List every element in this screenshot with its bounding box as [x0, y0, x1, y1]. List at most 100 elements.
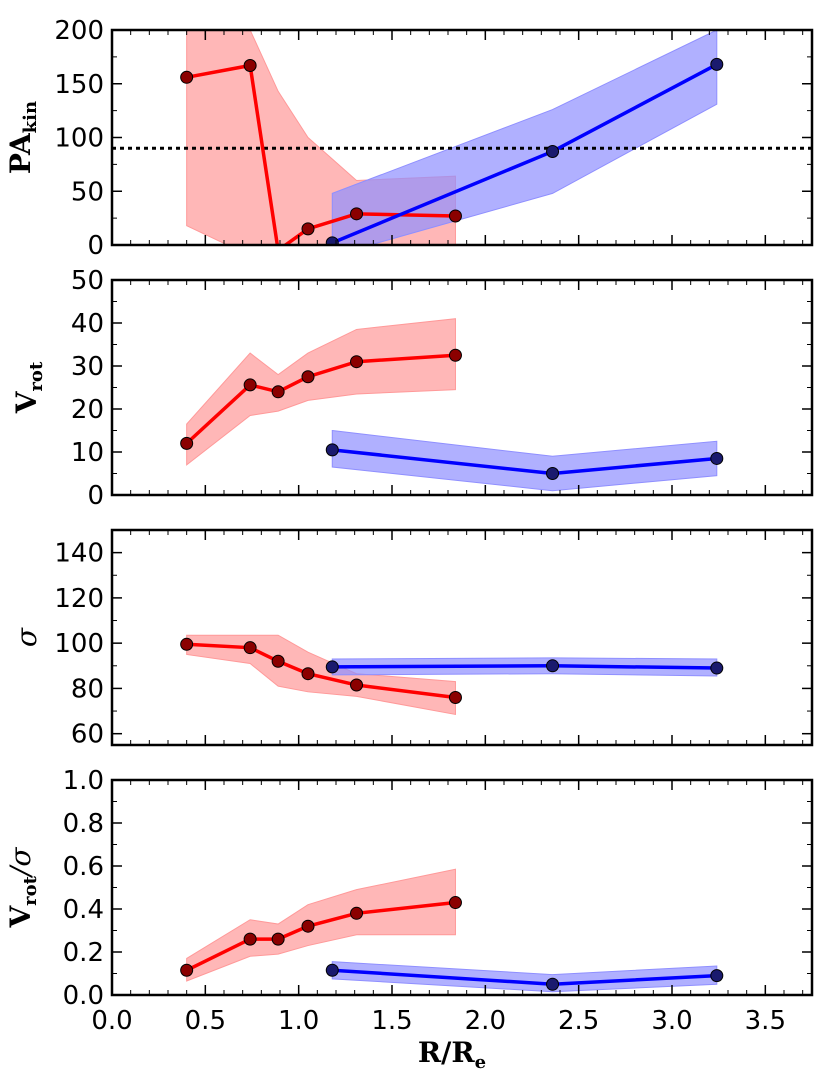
- ytick-label-vrot-2: 20: [71, 395, 104, 425]
- ylabel-tail-vsig: /σ: [4, 847, 37, 879]
- red-line-vrot: [185, 353, 456, 445]
- ylabel-sigma: σ: [10, 627, 43, 647]
- red-point-vsig-0: [180, 963, 194, 977]
- blue-point-vrot-1: [546, 467, 560, 480]
- red-point-pa-1: [243, 58, 257, 72]
- ylabel-main-vrot: V: [10, 390, 43, 414]
- panel-vrot: 0 10 20 30 40 50 Vrot: [10, 266, 814, 511]
- xtick-label-4: 2.0: [465, 1006, 506, 1036]
- ytick-label-vsig-4: 0.8: [63, 809, 104, 839]
- blue-point-pa-0: [325, 236, 339, 245]
- red-point-vrot-1: [243, 378, 257, 392]
- red-point-vsig-1: [243, 932, 257, 946]
- red-point-vrot-0: [180, 436, 194, 450]
- red-point-vrot-5: [448, 348, 462, 362]
- red-point-sigma-1: [243, 641, 257, 655]
- blue-band-pa: [331, 30, 718, 245]
- blue-point-pa-1: [546, 144, 560, 158]
- ylabel-sub-pa: kin: [20, 101, 41, 133]
- ytick-label-sigma-1: 80: [71, 674, 104, 704]
- ylabel-pa: PAkin: [4, 101, 41, 174]
- xtick-label-5: 2.5: [558, 1006, 599, 1036]
- blue-point-vsig-1: [546, 977, 560, 991]
- blue-band-vsig: [331, 961, 718, 993]
- ylabel-main-vsig: V: [4, 905, 37, 929]
- ytick-label-vrot-5: 50: [71, 266, 104, 296]
- ylabel-vsig: Vrot/σ: [4, 847, 41, 929]
- red-point-sigma-2: [271, 654, 285, 668]
- ylabel-main-sigma: σ: [10, 627, 43, 647]
- xlabel-sub: e: [475, 1052, 486, 1073]
- xlabel: R/Re: [418, 1036, 486, 1073]
- red-line-sigma: [186, 642, 456, 700]
- ytick-label-vrot-4: 40: [71, 309, 104, 339]
- red-point-sigma-3: [301, 667, 315, 681]
- red-point-vsig-5: [448, 896, 462, 910]
- blue-point-sigma-0: [325, 660, 339, 674]
- xtick-label-3: 1.5: [371, 1006, 412, 1036]
- plot-area-sigma: [180, 634, 724, 716]
- red-band-sigma: [186, 634, 456, 716]
- ytick-label-sigma-3: 120: [54, 584, 104, 614]
- ytick-label-vrot-3: 30: [71, 352, 104, 382]
- blue-point-sigma-2: [710, 661, 724, 675]
- ytick-label-vsig-2: 0.4: [63, 895, 104, 925]
- panel-vsig: 0.0 0.2 0.4 0.6 0.8 1.0 Vrot/σ: [4, 766, 814, 1011]
- blue-band-vrot: [331, 429, 718, 492]
- ylabel-sub-vsig: rot: [20, 875, 41, 905]
- ytick-label-vsig-5: 1.0: [63, 766, 104, 796]
- plot-area-vrot: [180, 318, 724, 492]
- red-line-vsig: [185, 900, 456, 972]
- red-line-pa: [186, 63, 456, 245]
- blue-point-vsig-2: [710, 969, 724, 983]
- ylabel-sub-vrot: rot: [26, 361, 47, 391]
- ytick-label-sigma-2: 100: [54, 629, 104, 659]
- ylabel-main-pa: PA: [4, 132, 37, 174]
- ytick-label-vsig-3: 0.6: [63, 852, 104, 882]
- red-band-vrot: [186, 318, 456, 466]
- blue-point-sigma-1: [546, 659, 560, 673]
- plot-area-vsig: [180, 868, 724, 993]
- red-point-sigma-4: [350, 678, 364, 692]
- ylabel-vrot: Vrot: [10, 361, 47, 414]
- red-point-pa-4: [350, 207, 364, 221]
- ytick-label-vsig-1: 0.2: [63, 938, 104, 968]
- red-band-vsig: [186, 868, 456, 982]
- ytick-label-pa-4: 200: [54, 16, 104, 46]
- red-point-vrot-4: [350, 355, 364, 369]
- ytick-label-pa-0: 0: [87, 231, 104, 261]
- red-point-vrot-2: [271, 385, 285, 399]
- red-point-pa-3: [301, 222, 315, 236]
- xtick-label-7: 3.5: [745, 1006, 786, 1036]
- ytick-label-sigma-4: 140: [54, 539, 104, 569]
- red-point-vsig-4: [350, 906, 364, 920]
- panel-pa: 0 50 100 150 200 PAkin: [4, 16, 814, 261]
- ytick-label-vrot-0: 0: [87, 481, 104, 511]
- ytick-label-pa-1: 50: [71, 177, 104, 207]
- plot-area-pa: [112, 30, 812, 245]
- blue-point-vsig-0: [325, 963, 339, 977]
- blue-point-vrot-0: [325, 443, 339, 457]
- xtick-label-2: 1.0: [278, 1006, 319, 1036]
- panel-sigma: 60 80 100 120 140 σ: [10, 528, 814, 750]
- blue-point-vrot-2: [710, 451, 724, 465]
- blue-point-pa-2: [710, 57, 724, 71]
- red-point-vrot-3: [301, 370, 315, 384]
- xtick-label-1: 0.5: [185, 1006, 226, 1036]
- red-point-vsig-3: [301, 919, 315, 933]
- red-point-pa-0: [180, 70, 194, 84]
- xtick-label-0: 0.0: [91, 1006, 132, 1036]
- red-point-sigma-5: [448, 690, 462, 704]
- red-point-vsig-2: [271, 932, 285, 946]
- panels: 0 50 100 150 200 PAkin 0 10 20 30 40 50 Vrot 60 80 100 1…: [4, 16, 814, 1011]
- ytick-label-sigma-0: 60: [71, 720, 104, 750]
- x-axis: 0.0 0.5 1.0 1.5 2.0 2.5 3.0 3.5 R/Re: [91, 1006, 786, 1073]
- red-point-sigma-0: [180, 637, 194, 651]
- xlabel-main: R/R: [418, 1036, 475, 1069]
- red-point-pa-5: [448, 209, 462, 223]
- ytick-label-vrot-1: 10: [71, 438, 104, 468]
- ytick-label-vsig-0: 0.0: [63, 981, 104, 1011]
- ytick-label-pa-2: 100: [54, 124, 104, 154]
- frame-sigma: [110, 528, 814, 747]
